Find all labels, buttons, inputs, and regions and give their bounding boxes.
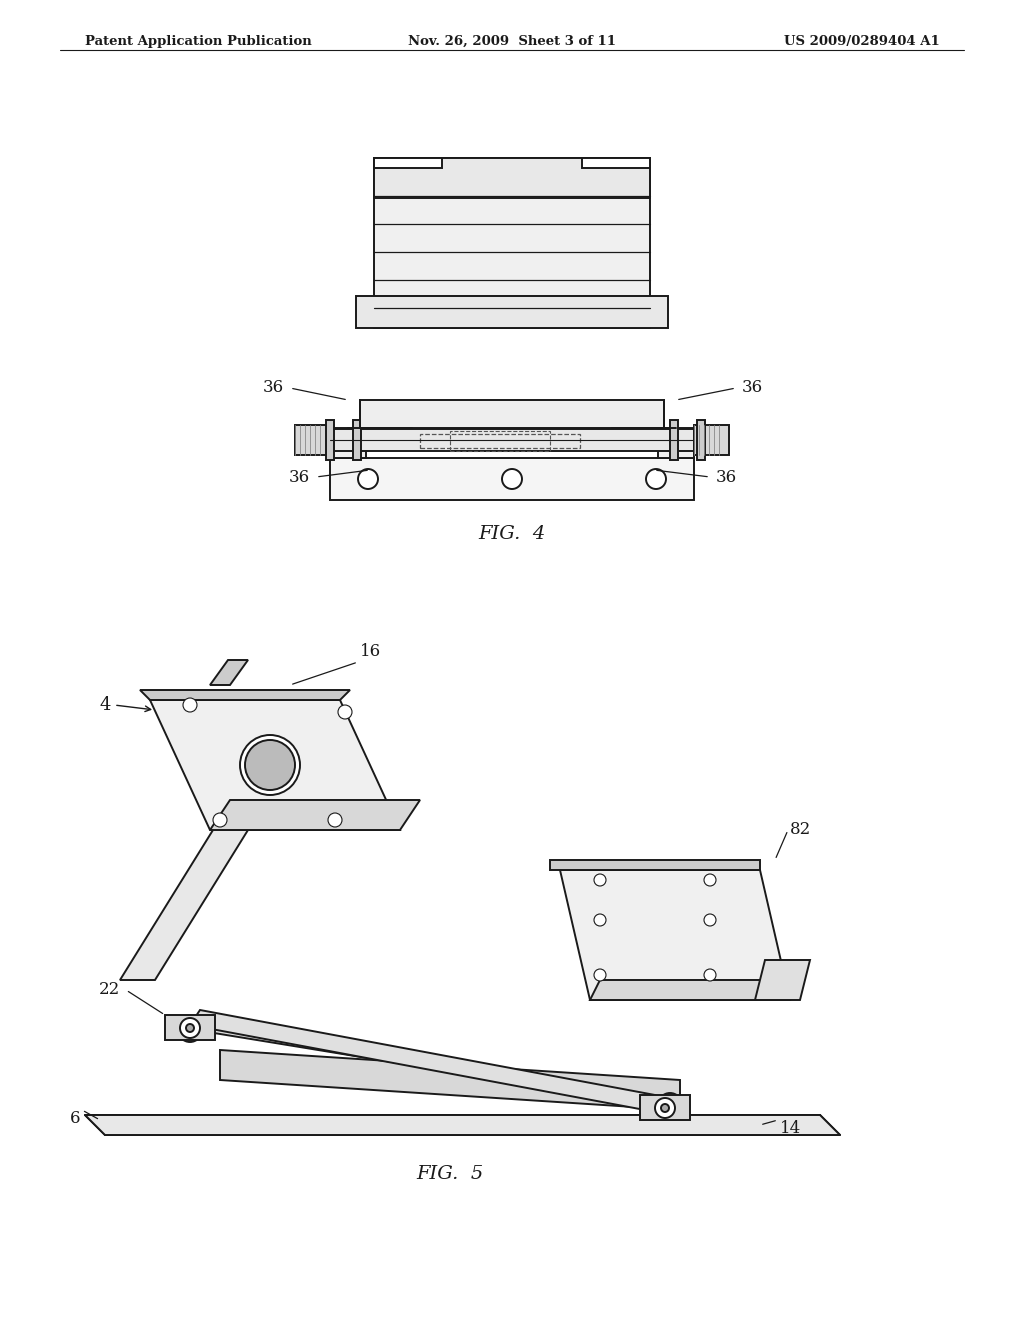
Circle shape — [665, 1100, 675, 1110]
Circle shape — [213, 813, 227, 828]
Bar — [374, 158, 442, 168]
Bar — [295, 425, 330, 455]
Polygon shape — [755, 960, 810, 1001]
Bar — [360, 400, 664, 428]
Polygon shape — [590, 979, 800, 1001]
Text: 22: 22 — [98, 982, 120, 998]
Polygon shape — [85, 1115, 840, 1135]
Bar — [374, 158, 650, 198]
Text: Nov. 26, 2009  Sheet 3 of 11: Nov. 26, 2009 Sheet 3 of 11 — [408, 36, 616, 48]
Bar — [697, 420, 705, 459]
Polygon shape — [220, 1049, 680, 1110]
Circle shape — [186, 1024, 194, 1032]
Circle shape — [180, 1018, 200, 1038]
Bar — [330, 458, 694, 500]
Polygon shape — [210, 660, 248, 685]
Polygon shape — [120, 730, 310, 979]
Bar — [658, 428, 694, 458]
Bar — [353, 420, 361, 459]
Circle shape — [240, 735, 300, 795]
Bar — [582, 158, 650, 168]
Polygon shape — [190, 1010, 655, 1110]
Circle shape — [655, 1098, 675, 1118]
Text: Patent Application Publication: Patent Application Publication — [85, 36, 311, 48]
Polygon shape — [150, 700, 400, 830]
Text: 36: 36 — [263, 380, 284, 396]
Polygon shape — [165, 1026, 690, 1105]
Polygon shape — [165, 1015, 215, 1040]
Circle shape — [658, 1093, 682, 1117]
Polygon shape — [140, 690, 350, 700]
Circle shape — [705, 874, 716, 886]
Circle shape — [594, 913, 606, 927]
Bar — [356, 296, 668, 327]
Text: 4: 4 — [100, 696, 112, 714]
Text: 82: 82 — [790, 821, 811, 838]
Circle shape — [338, 705, 352, 719]
Text: 6: 6 — [70, 1110, 80, 1127]
Bar — [326, 420, 334, 459]
Bar — [420, 434, 580, 447]
Bar — [374, 158, 650, 327]
Text: 14: 14 — [780, 1119, 801, 1137]
Text: FIG.  5: FIG. 5 — [417, 1166, 483, 1183]
Polygon shape — [210, 800, 420, 830]
Bar — [694, 425, 729, 455]
Text: 36: 36 — [716, 469, 737, 486]
Polygon shape — [560, 870, 790, 1001]
Polygon shape — [550, 861, 760, 870]
Circle shape — [245, 741, 295, 789]
Text: FIG.  4: FIG. 4 — [478, 525, 546, 543]
Text: US 2009/0289404 A1: US 2009/0289404 A1 — [784, 36, 940, 48]
Text: 36: 36 — [742, 380, 763, 396]
Bar — [330, 428, 366, 458]
Circle shape — [594, 874, 606, 886]
Circle shape — [594, 969, 606, 981]
Bar — [670, 420, 678, 459]
Circle shape — [328, 813, 342, 828]
Circle shape — [185, 1026, 195, 1035]
Text: 36: 36 — [289, 469, 310, 486]
Text: 16: 16 — [360, 643, 381, 660]
Bar — [450, 432, 550, 451]
Circle shape — [502, 469, 522, 488]
Polygon shape — [640, 1096, 690, 1119]
Circle shape — [178, 1018, 202, 1041]
Circle shape — [183, 698, 197, 711]
Circle shape — [662, 1104, 669, 1111]
Circle shape — [358, 469, 378, 488]
Circle shape — [646, 469, 666, 488]
Circle shape — [705, 969, 716, 981]
Circle shape — [705, 913, 716, 927]
Bar — [330, 429, 694, 451]
